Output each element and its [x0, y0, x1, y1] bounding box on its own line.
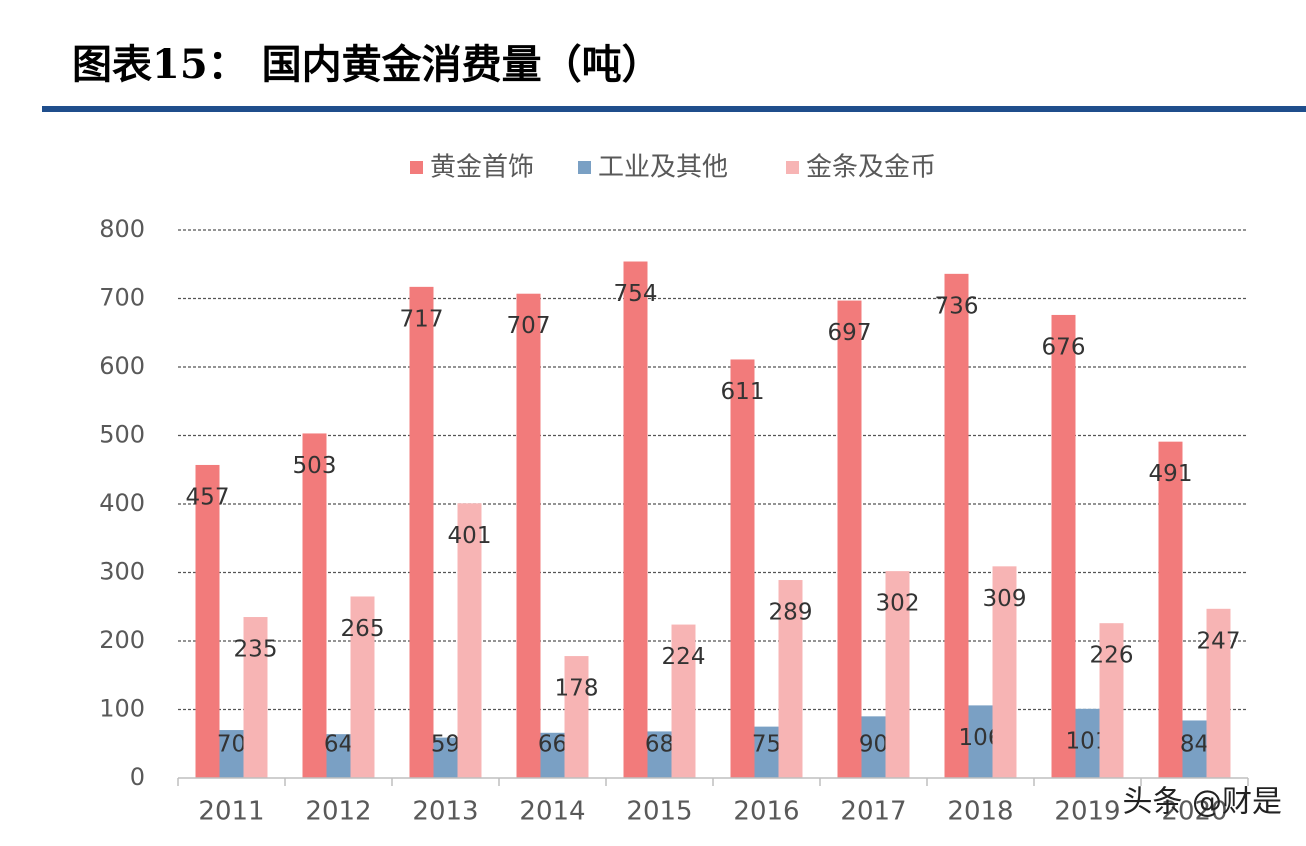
- bar: [837, 300, 862, 778]
- data-label: 178: [555, 676, 599, 702]
- data-label: 235: [234, 637, 278, 663]
- legend-swatch: [786, 161, 799, 174]
- bar: [754, 726, 779, 778]
- x-tick-label: 2014: [519, 797, 585, 827]
- y-tick-label: 600: [99, 352, 145, 380]
- data-label: 401: [448, 523, 492, 549]
- x-tick-label: 2016: [733, 797, 799, 827]
- bar: [968, 705, 993, 778]
- y-tick-label: 800: [99, 215, 145, 243]
- legend-swatch: [578, 161, 591, 174]
- data-label: 503: [293, 453, 337, 479]
- bar: [326, 734, 351, 778]
- y-tick-label: 400: [99, 489, 145, 517]
- bar: [861, 716, 886, 778]
- x-tick-label: 2011: [198, 797, 264, 827]
- bar: [778, 580, 803, 778]
- bar: [1158, 441, 1183, 778]
- data-label: 717: [400, 306, 444, 332]
- data-label: 224: [662, 644, 706, 670]
- y-tick-label: 500: [99, 421, 145, 449]
- data-label: 302: [876, 591, 920, 617]
- data-label: 457: [186, 484, 230, 510]
- bar: [1206, 608, 1231, 778]
- bar: [243, 617, 268, 778]
- y-tick-label: 300: [99, 558, 145, 586]
- chart-title: 图表15： 国内黄金消费量（吨）: [72, 41, 662, 88]
- data-label: 59: [431, 732, 460, 758]
- legend-label: 金条及金币: [806, 153, 936, 183]
- data-label: 676: [1042, 334, 1086, 360]
- bar: [302, 433, 327, 778]
- bar: [992, 566, 1017, 778]
- bar: [1099, 623, 1124, 778]
- data-label: 736: [935, 293, 979, 319]
- x-tick-label: 2013: [412, 797, 478, 827]
- legend-label: 黄金首饰: [430, 153, 534, 183]
- data-label: 265: [341, 616, 385, 642]
- bar: [564, 656, 589, 778]
- bar: [409, 286, 434, 778]
- data-label: 491: [1149, 461, 1193, 487]
- data-label: 289: [769, 600, 813, 626]
- data-label: 247: [1197, 628, 1241, 654]
- bar: [350, 596, 375, 778]
- bar: [195, 464, 220, 778]
- data-label: 64: [324, 732, 353, 758]
- data-label: 90: [859, 732, 888, 758]
- x-tick-label: 2019: [1054, 797, 1120, 827]
- data-label: 754: [614, 281, 658, 307]
- data-label: 697: [828, 320, 872, 346]
- bar: [540, 732, 565, 778]
- data-label: 66: [538, 732, 567, 758]
- bar: [623, 261, 648, 778]
- y-tick-label: 200: [99, 626, 145, 654]
- bar: [1182, 720, 1207, 778]
- bar: [1075, 708, 1100, 778]
- y-tick-label: 100: [99, 695, 145, 723]
- data-label: 70: [217, 732, 246, 758]
- bar: [433, 737, 458, 778]
- y-tick-label: 700: [99, 284, 145, 312]
- bar: [1051, 314, 1076, 778]
- bar: [944, 273, 969, 778]
- x-tick-label: 2012: [305, 797, 371, 827]
- bar: [671, 624, 696, 778]
- data-label: 707: [507, 313, 551, 339]
- x-tick-label: 2018: [947, 797, 1013, 827]
- title-rule: [42, 106, 1306, 112]
- x-tick-label: 2015: [626, 797, 692, 827]
- bar: [457, 503, 482, 778]
- data-label: 75: [752, 732, 781, 758]
- data-label: 84: [1180, 732, 1209, 758]
- data-label: 611: [721, 379, 765, 405]
- bar: [885, 571, 910, 778]
- data-label: 226: [1090, 643, 1134, 669]
- x-tick-label: 2017: [840, 797, 906, 827]
- y-tick-label: 0: [130, 763, 145, 791]
- bar: [730, 359, 755, 778]
- legend-swatch: [410, 161, 423, 174]
- x-tick-label: 2020: [1161, 797, 1227, 827]
- watermark: 头条 @财是: [1122, 785, 1282, 820]
- bar: [219, 730, 244, 778]
- legend-label: 工业及其他: [598, 153, 728, 183]
- data-label: 68: [645, 732, 674, 758]
- bar: [647, 731, 672, 778]
- data-label: 309: [983, 586, 1027, 612]
- bar: [516, 293, 541, 778]
